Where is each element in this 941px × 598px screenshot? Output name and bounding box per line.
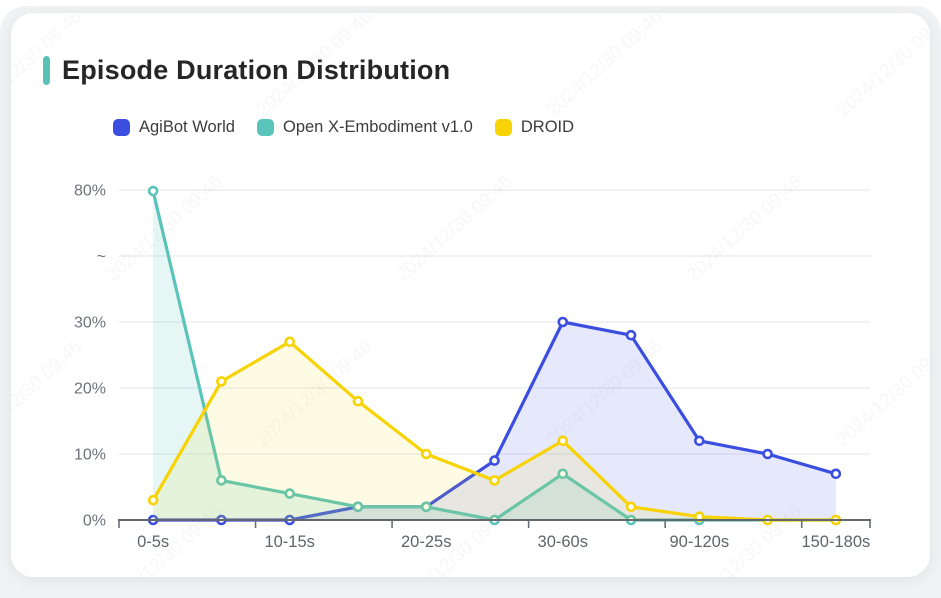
data-point-droid <box>489 475 500 486</box>
legend-item-droid[interactable]: DROID <box>494 118 575 137</box>
y-axis-label: 20% <box>74 381 106 398</box>
title-row: Episode Duration Distribution <box>43 55 450 86</box>
x-axis-label: 90-120s <box>669 533 729 551</box>
legend-label: DROID <box>520 118 575 136</box>
data-point-open-x-embodiment-v1-0 <box>147 185 159 197</box>
legend-label: AgiBot World <box>139 118 235 136</box>
title-accent-bar <box>43 56 50 85</box>
data-point-open-x-embodiment-v1-0 <box>284 488 295 499</box>
data-point-droid <box>625 501 637 513</box>
legend-item-open-x-embodiment-v1-0[interactable]: Open X-Embodiment v1.0 <box>257 118 473 137</box>
data-point-agibot-world <box>625 329 637 341</box>
data-point-droid <box>420 448 432 460</box>
x-axis-label: 0-5s <box>137 533 169 551</box>
data-point-open-x-embodiment-v1-0 <box>557 468 569 480</box>
data-point-droid <box>557 435 569 447</box>
legend-label: Open X-Embodiment v1.0 <box>283 118 473 136</box>
x-axis-label: 30-60s <box>538 533 588 551</box>
data-point-droid <box>216 376 227 387</box>
legend-item-agibot-world[interactable]: AgiBot World <box>113 118 235 137</box>
data-point-droid <box>352 395 364 407</box>
x-axis-label: 20-25s <box>401 533 451 551</box>
legend: AgiBot World Open X-Embodiment v1.0 DROID <box>113 118 574 137</box>
data-point-agibot-world <box>762 448 773 460</box>
chart-card: 2024/12/30 09:462024/12/30 09:462024/12/… <box>11 13 930 577</box>
legend-swatch-droid <box>494 119 512 136</box>
data-point-droid <box>147 494 159 506</box>
y-axis-label: 0% <box>83 513 106 530</box>
data-point-open-x-embodiment-v1-0 <box>216 475 227 486</box>
series-area-agibot-world <box>153 322 836 520</box>
x-axis-label: 10-15s <box>264 533 314 551</box>
x-axis-label: 150-180s <box>801 533 870 551</box>
data-point-agibot-world <box>830 468 842 480</box>
legend-swatch-agibot-world <box>113 119 130 136</box>
chart-title: Episode Duration Distribution <box>62 55 451 85</box>
data-point-droid <box>284 336 295 348</box>
data-point-agibot-world <box>489 455 500 466</box>
data-point-open-x-embodiment-v1-0 <box>420 501 432 513</box>
y-axis-label: 30% <box>74 315 106 332</box>
legend-swatch-open-x-embodiment-v1-0 <box>257 119 274 136</box>
y-axis-label: ~ <box>97 249 106 266</box>
series-area-droid <box>153 341 836 520</box>
series-area-open-x-embodiment-v1-0 <box>153 191 836 520</box>
line-chart: 0% 10% 20% 30% ~80% 0-5s 10-15s 20-25s 30-60s 90-… <box>74 183 871 551</box>
y-axis-label: 80% <box>74 183 106 200</box>
data-point-open-x-embodiment-v1-0 <box>352 501 364 513</box>
y-axis-label: 10% <box>74 447 106 464</box>
data-point-agibot-world <box>557 316 569 328</box>
data-point-agibot-world <box>694 435 705 447</box>
